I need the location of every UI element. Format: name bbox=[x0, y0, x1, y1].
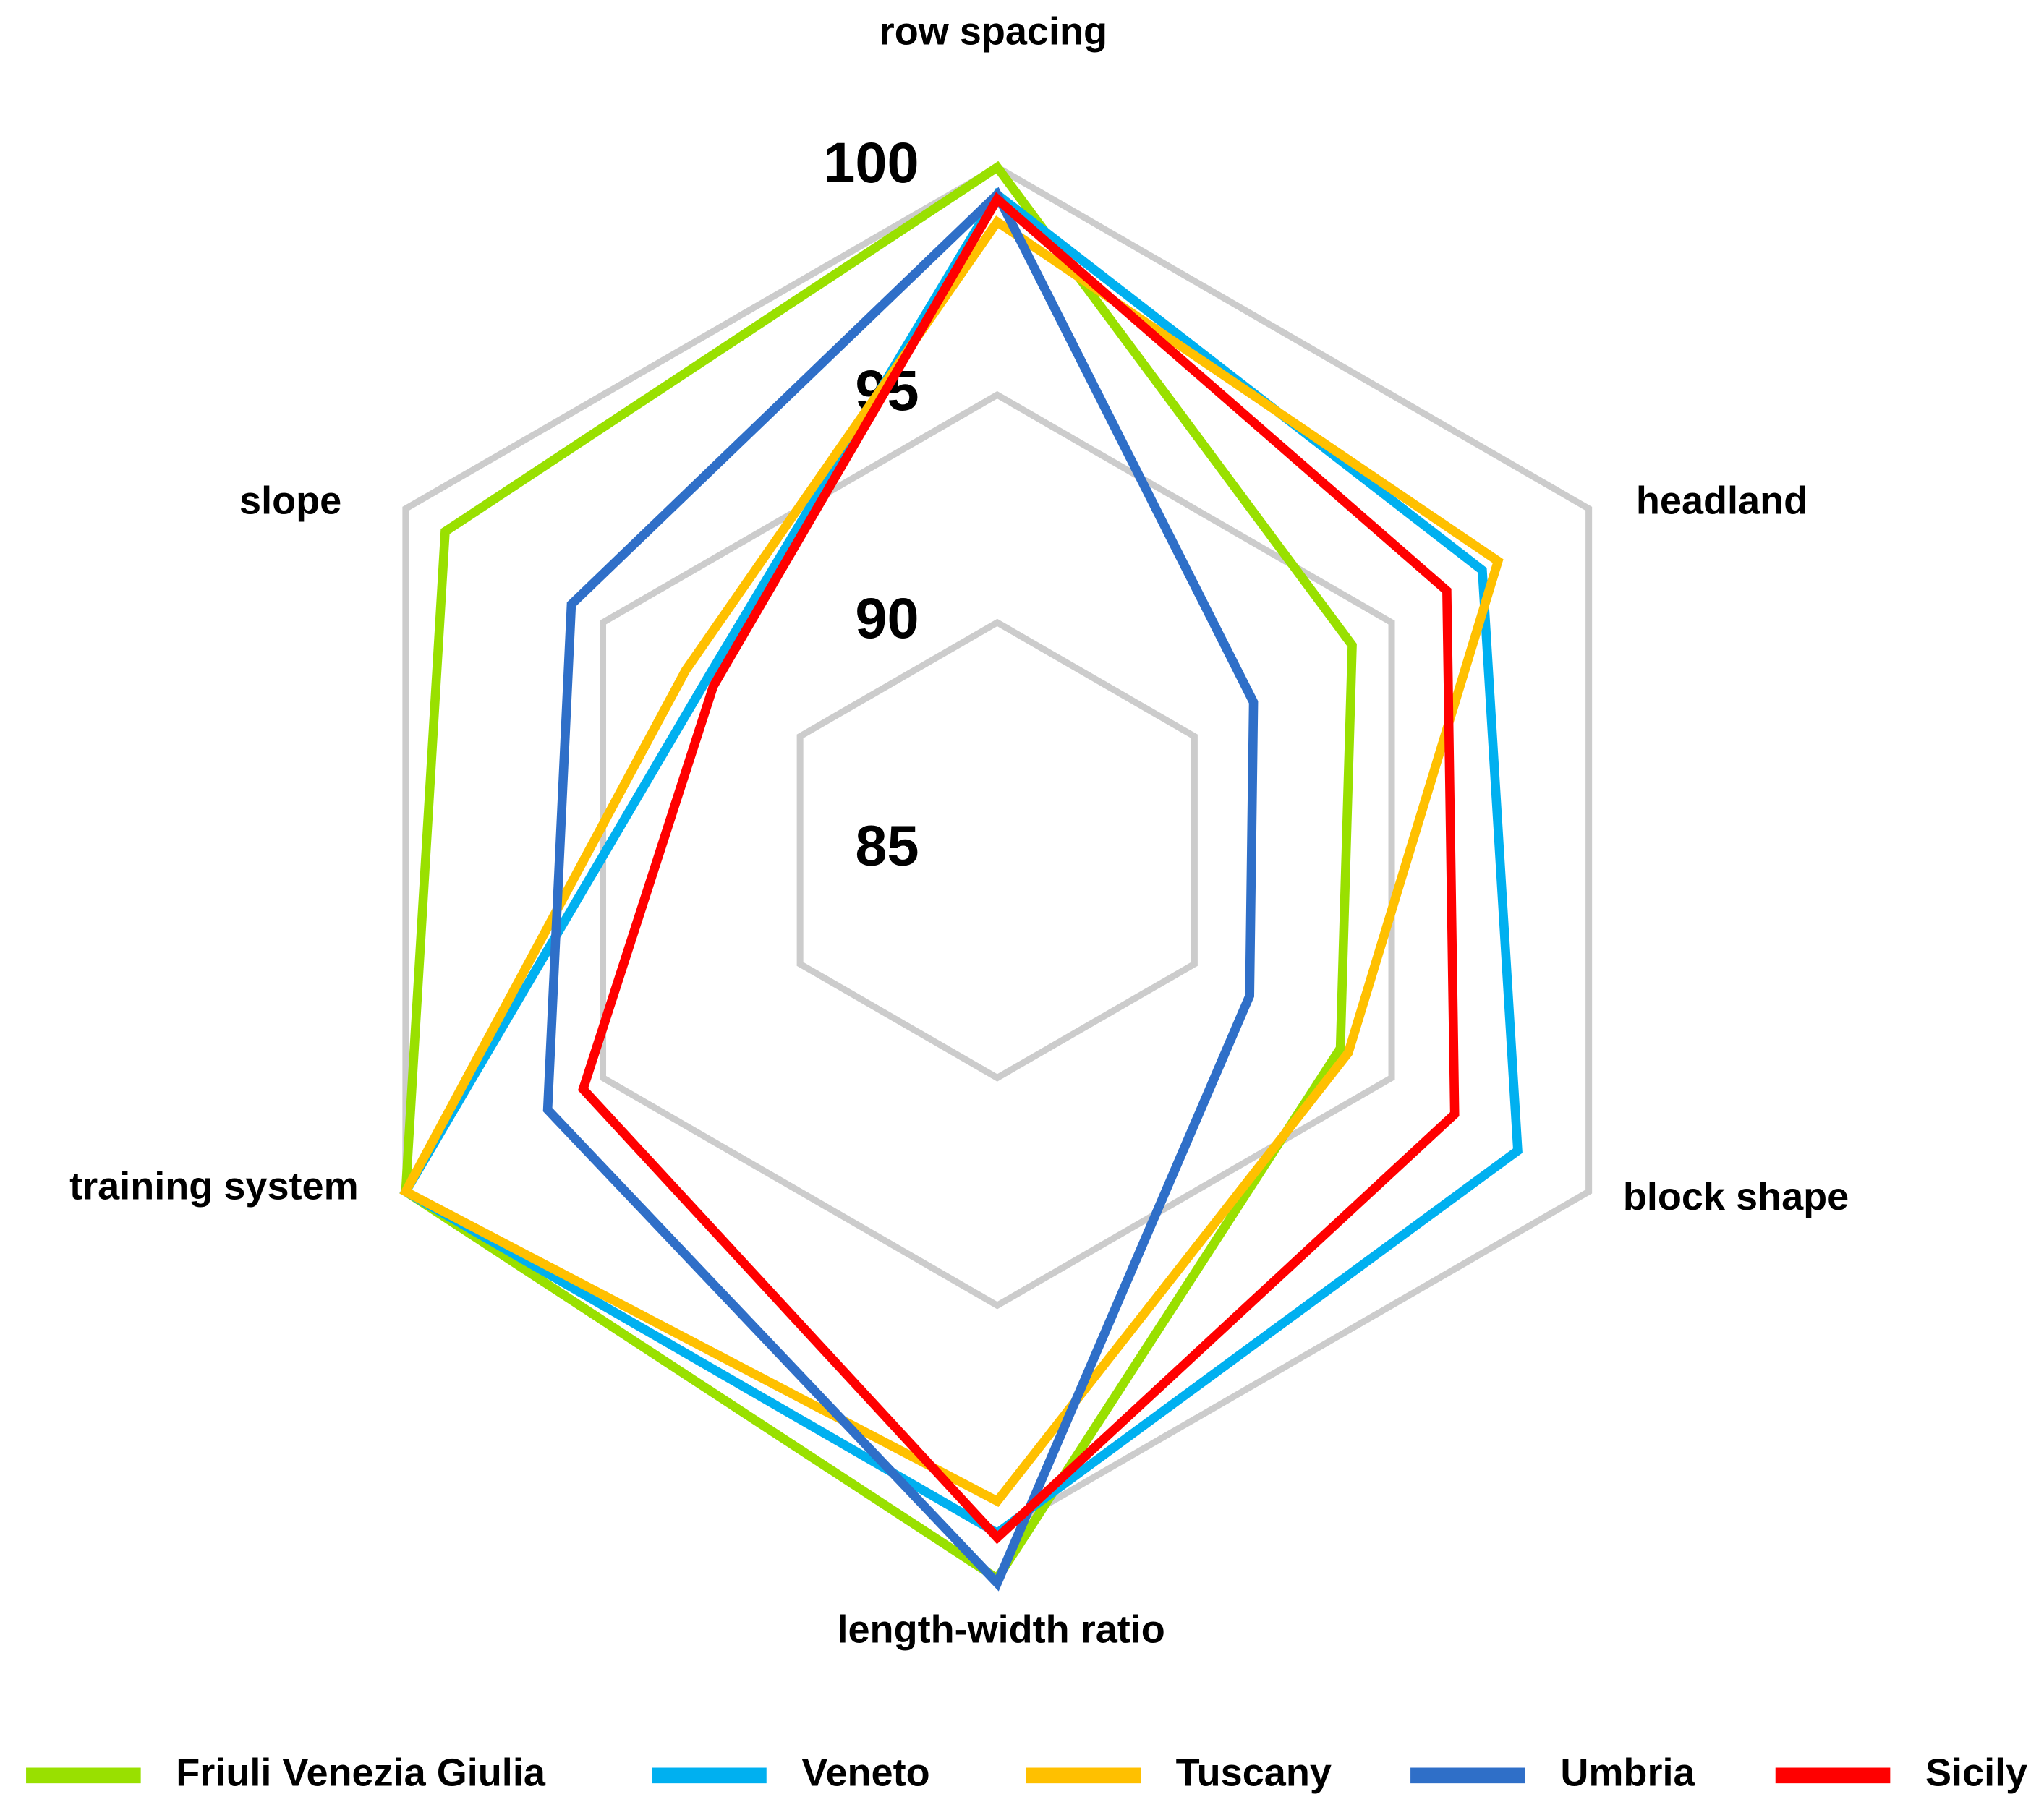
legend-label: Tuscany bbox=[1176, 1751, 1332, 1795]
r-tick-label: 90 bbox=[855, 586, 919, 650]
legend-swatch bbox=[652, 1767, 767, 1784]
axis-label: row spacing bbox=[880, 10, 1107, 54]
legend-swatch bbox=[1410, 1767, 1525, 1784]
legend-swatch bbox=[1026, 1767, 1141, 1784]
legend-label: Veneto bbox=[801, 1751, 929, 1795]
series-line bbox=[399, 215, 1504, 1507]
legend-swatch bbox=[1775, 1767, 1891, 1784]
series-line bbox=[578, 192, 1460, 1545]
axis-label: slope bbox=[239, 479, 341, 523]
legend-swatch bbox=[26, 1767, 141, 1784]
r-tick-label: 100 bbox=[823, 130, 919, 195]
legend-label: Friuli Venezia Giulia bbox=[176, 1751, 546, 1795]
r-tick-label: 85 bbox=[855, 813, 919, 878]
axis-label: training system bbox=[69, 1165, 358, 1208]
legend-label: Sicily bbox=[1925, 1751, 2027, 1795]
legend-label: Umbria bbox=[1560, 1751, 1695, 1795]
axis-label: block shape bbox=[1623, 1175, 1849, 1218]
axis-label: length-width ratio bbox=[837, 1607, 1164, 1651]
series-line bbox=[542, 187, 1259, 1592]
grid-ring bbox=[599, 390, 1395, 1310]
grid-ring bbox=[796, 618, 1198, 1082]
axis-label: headland bbox=[1636, 479, 1807, 523]
